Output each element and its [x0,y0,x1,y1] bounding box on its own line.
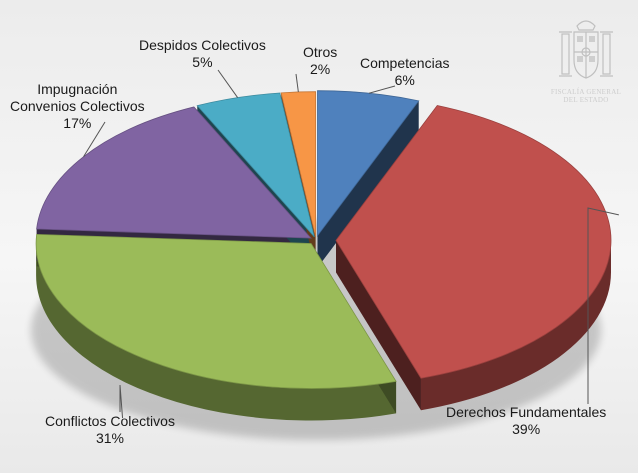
logo-text-line2: DEL ESTADO [563,96,609,104]
label-despidos-name: Despidos Colectivos [139,37,266,53]
pie-slice-edge-derechos-fundamentales-1 [335,240,421,411]
leader-line-impugnacion-convenios-colectivos [83,121,106,157]
label-conflictos-pct: 31% [95,430,124,446]
logo-text-line1: FISCALÍA GENERAL [550,88,622,96]
pie-slice-derechos-fundamentales [335,105,612,379]
label-competencias-name: Competencias [360,55,450,71]
pie-slice-edge-competencias-1 [317,100,419,268]
leader-line-despidos-colectivos [217,69,239,98]
label-competencias: Competencias 6% [360,55,450,89]
label-otros-pct: 2% [310,61,331,77]
label-impugnacion-line1: Impugnación [37,81,118,97]
leader-line-otros [295,73,299,93]
label-impugnacion-pct: 17% [63,115,92,131]
pie-slice-despidos-colectivos [196,92,315,238]
label-derechos-fundamentales: Derechos Fundamentales 39% [446,404,606,438]
leader-line-conflictos-colectivos [119,384,124,419]
label-derechos-pct: 39% [512,421,541,437]
label-otros: Otros 2% [303,44,337,78]
label-otros-name: Otros [303,44,338,60]
pie-slice-competencias [317,90,420,237]
label-impugnacion-line2: Convenios Colectivos [10,98,145,114]
label-competencias-pct: 6% [394,72,415,88]
label-despidos-colectivos: Despidos Colectivos 5% [139,37,266,71]
coat-of-arms-icon [559,20,613,79]
label-conflictos-name: Conflictos Colectivos [45,413,175,429]
leader-lines [83,69,619,419]
label-conflictos-colectivos: Conflictos Colectivos 31% [45,413,175,447]
label-despidos-pct: 5% [192,54,213,70]
leader-line-competencias [368,85,396,94]
label-impugnacion: Impugnación Convenios Colectivos 17% [10,81,145,132]
coat-of-arms-logo: FISCALÍA GENERAL DEL ESTADO [551,12,621,104]
pie-slice-side-conflictos-colectivos [36,243,397,421]
pie-slice-otros [280,91,317,237]
leader-line-derechos-fundamentales [587,207,619,404]
label-derechos-name: Derechos Fundamentales [446,404,607,420]
pie-slice-conflictos-colectivos [35,233,397,389]
